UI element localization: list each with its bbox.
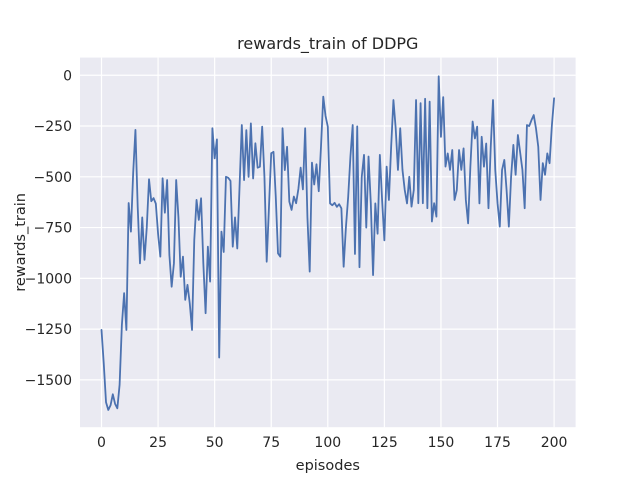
y-tick-label: 0 <box>63 68 72 84</box>
y-tick-label: −250 <box>34 119 72 135</box>
x-tick-label: 25 <box>149 435 167 451</box>
y-axis-label: rewards_train <box>13 193 29 292</box>
x-tick-label: 0 <box>97 435 106 451</box>
x-tick-label: 50 <box>206 435 224 451</box>
x-tick-label: 175 <box>484 435 511 451</box>
x-tick-label: 100 <box>314 435 341 451</box>
y-tick-label: −1500 <box>25 373 72 389</box>
x-tick-label: 125 <box>371 435 398 451</box>
x-tick-label: 150 <box>428 435 455 451</box>
x-axis-label: episodes <box>296 458 360 474</box>
y-tick-label: −1000 <box>25 271 72 287</box>
y-tick-label: −1250 <box>25 322 72 338</box>
y-tick-label: −500 <box>34 170 72 186</box>
x-tick-label: 75 <box>262 435 280 451</box>
x-tick-label: 200 <box>541 435 568 451</box>
tick-layer: 0 25 50 75 100 125 150 175 200 0 −250 −500 −750 −1000… <box>25 68 568 451</box>
y-tick-label: −750 <box>34 221 72 237</box>
series-line-rewards-train <box>100 75 555 411</box>
series-layer <box>100 75 555 411</box>
chart-title: rewards_train of DDPG <box>237 34 418 54</box>
